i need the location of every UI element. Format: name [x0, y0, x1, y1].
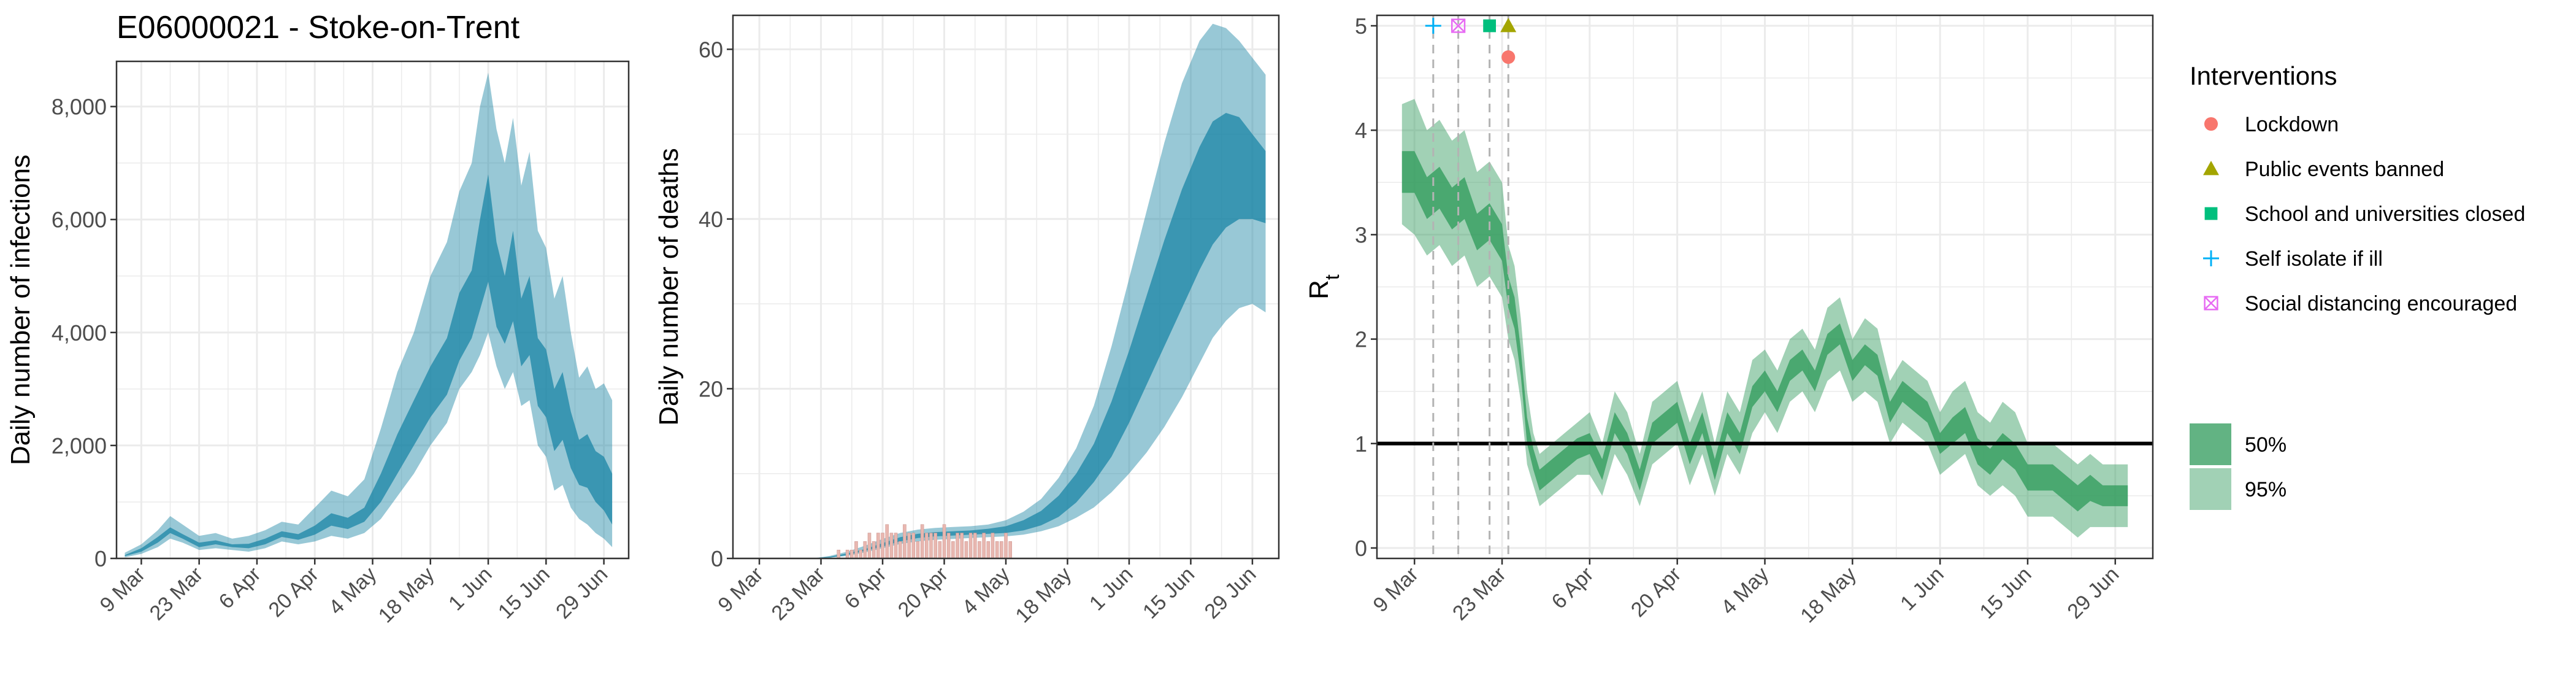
observed-death-bar	[960, 533, 964, 559]
y-tick-label: 3	[1355, 222, 1367, 247]
marker-stroke	[2204, 296, 2218, 311]
legend-item: Public events banned	[2203, 158, 2444, 181]
intervention-marker-circle	[1501, 50, 1516, 64]
band-95	[812, 23, 1266, 559]
legend-ci-item: 50%	[2190, 423, 2287, 465]
observed-death-bar	[938, 541, 942, 559]
observed-death-bar	[956, 533, 959, 559]
legend-label: School and universities closed	[2245, 203, 2525, 226]
observed-death-bar	[916, 541, 920, 559]
observed-death-bar	[907, 533, 911, 559]
legend-ci-swatch	[2190, 423, 2231, 465]
y-tick-label: 2,000	[52, 433, 107, 458]
intervention-marker-triangle	[1500, 18, 1517, 33]
y-tick-label: 6,000	[52, 207, 107, 233]
observed-death-bar	[973, 533, 977, 559]
legend-label: Self isolate if ill	[2245, 247, 2383, 271]
observed-death-bar	[863, 541, 867, 559]
observed-death-bar	[876, 533, 880, 559]
legend-marker-boxx	[2204, 296, 2218, 311]
observed-death-bar	[946, 533, 951, 559]
observed-death-bar	[964, 541, 968, 559]
y-tick-label: 4,000	[52, 320, 107, 345]
observed-death-bar	[920, 524, 924, 559]
observed-death-bar	[854, 541, 858, 559]
y-tick-label: 5	[1355, 14, 1367, 39]
observed-death-bar	[889, 533, 894, 559]
y-tick-label: 20	[699, 376, 723, 401]
legend-label: Social distancing encouraged	[2245, 292, 2517, 315]
legend-item: Self isolate if ill	[2203, 247, 2383, 271]
marker-stroke	[2204, 296, 2218, 311]
y-axis-title: Daily number of infections	[6, 155, 36, 465]
observed-death-bar	[991, 533, 995, 559]
y-tick-label: 0	[94, 546, 107, 571]
legend-item: Lockdown	[2204, 113, 2339, 136]
observed-death-bar	[881, 533, 884, 559]
legend-title: Interventions	[2190, 61, 2337, 90]
marker-stroke	[1451, 18, 1466, 33]
legend-label: Public events banned	[2245, 158, 2444, 181]
observed-death-bar	[894, 533, 898, 559]
intervention-marker-boxx	[1451, 18, 1466, 33]
marker-stroke	[1451, 18, 1465, 33]
observed-death-bar	[850, 549, 854, 559]
intervention-marker-square	[1483, 19, 1497, 33]
observed-death-bar	[995, 541, 999, 559]
legend-item: Social distancing encouraged	[2204, 292, 2517, 315]
observed-death-bar	[911, 533, 916, 559]
observed-death-bar	[903, 524, 907, 559]
y-axis-title: Daily number of deaths	[654, 148, 684, 425]
observed-death-bar	[1004, 533, 1008, 559]
observed-death-bar	[872, 541, 876, 559]
y-tick-label: 40	[699, 207, 723, 232]
legend-ci-item: 95%	[2190, 468, 2287, 510]
observed-death-bar	[986, 541, 991, 559]
y-tick-label: 4	[1355, 118, 1367, 143]
observed-death-bar	[942, 524, 946, 559]
observed-death-bar	[845, 549, 849, 559]
observed-death-bar	[925, 533, 929, 559]
y-tick-label: 60	[699, 37, 723, 62]
y-tick-label: 2	[1355, 327, 1367, 352]
legend-marker-circle	[2204, 117, 2218, 131]
legend-marker-plus	[2203, 250, 2219, 266]
legend-item: School and universities closed	[2204, 203, 2525, 226]
y-tick-label: 0	[1355, 536, 1367, 561]
observed-death-bar	[978, 541, 981, 559]
legend-ci-label: 95%	[2245, 478, 2287, 501]
legend-label: Lockdown	[2245, 113, 2339, 136]
legend-ci-label: 50%	[2245, 433, 2287, 457]
y-tick-label: 1	[1355, 431, 1367, 457]
observed-death-bar	[1000, 541, 1003, 559]
observed-death-bar	[968, 533, 973, 559]
y-tick-label: 8,000	[52, 95, 107, 120]
observed-death-bar	[929, 533, 933, 559]
observed-death-bar	[933, 533, 937, 559]
observed-death-bar	[951, 541, 955, 559]
observed-death-bar	[898, 541, 902, 559]
legend-marker-triangle	[2203, 161, 2219, 176]
legend: Interventions Lockdown Public events banne…	[2190, 61, 2525, 510]
observed-death-bar	[867, 533, 872, 559]
legend-marker-square	[2204, 207, 2218, 220]
observed-death-bar	[859, 549, 862, 559]
legend-ci-swatch	[2190, 468, 2231, 510]
y-tick-label: 0	[711, 546, 723, 571]
chart-title: E06000021 - Stoke-on-Trent	[117, 10, 520, 45]
band-50	[1401, 151, 2128, 512]
band-50	[125, 174, 613, 557]
observed-death-bar	[885, 524, 889, 559]
observed-death-bar	[1008, 541, 1012, 559]
observed-death-bar	[837, 549, 841, 559]
band-50	[812, 113, 1266, 558]
intervention-marker-plus	[1425, 18, 1441, 34]
observed-death-bar	[982, 533, 986, 559]
